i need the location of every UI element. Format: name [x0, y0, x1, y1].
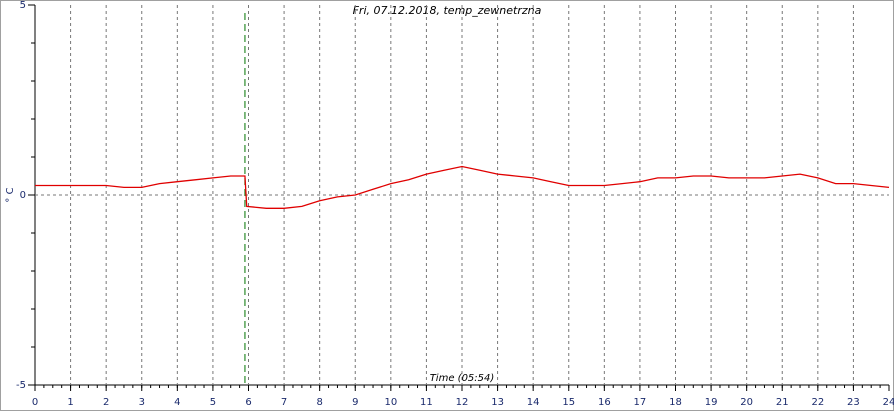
x-tick-label: 15: [562, 397, 575, 408]
x-tick-label: 7: [281, 397, 287, 408]
x-tick-label: 23: [847, 397, 860, 408]
x-tick-label: 6: [245, 397, 251, 408]
x-tick-label: 8: [316, 397, 322, 408]
x-tick-label: 1: [67, 397, 73, 408]
x-tick-label: 10: [384, 397, 397, 408]
x-tick-label: 11: [420, 397, 433, 408]
x-tick-label: 0: [32, 397, 38, 408]
x-tick-label: 17: [634, 397, 647, 408]
y-tick-label: 0: [20, 190, 26, 201]
x-tick-label: 3: [139, 397, 145, 408]
x-tick-label: 5: [210, 397, 216, 408]
x-tick-label: 14: [527, 397, 540, 408]
data-line: [35, 165, 890, 209]
x-tick-label: 19: [705, 397, 718, 408]
x-tick-label: 12: [456, 397, 469, 408]
chart-title: Fri, 07.12.2018, temp_zewnetrzna: [353, 4, 542, 17]
x-tick-label: 2: [103, 397, 109, 408]
y-axis-label: ° C: [5, 187, 16, 202]
x-tick-label: 9: [352, 397, 358, 408]
x-axis-label: Time (05:54): [430, 373, 495, 384]
y-tick-label: 5: [20, 0, 26, 11]
x-tick-label: 16: [598, 397, 611, 408]
y-tick-label: -5: [16, 380, 26, 391]
x-tick-label: 21: [776, 397, 789, 408]
x-tick-label: 22: [811, 397, 824, 408]
x-tick-label: 20: [740, 397, 753, 408]
x-tick-label: 13: [491, 397, 504, 408]
x-tick-label: 24: [883, 397, 894, 408]
x-tick-label: 4: [174, 397, 180, 408]
x-tick-label: 18: [669, 397, 682, 408]
